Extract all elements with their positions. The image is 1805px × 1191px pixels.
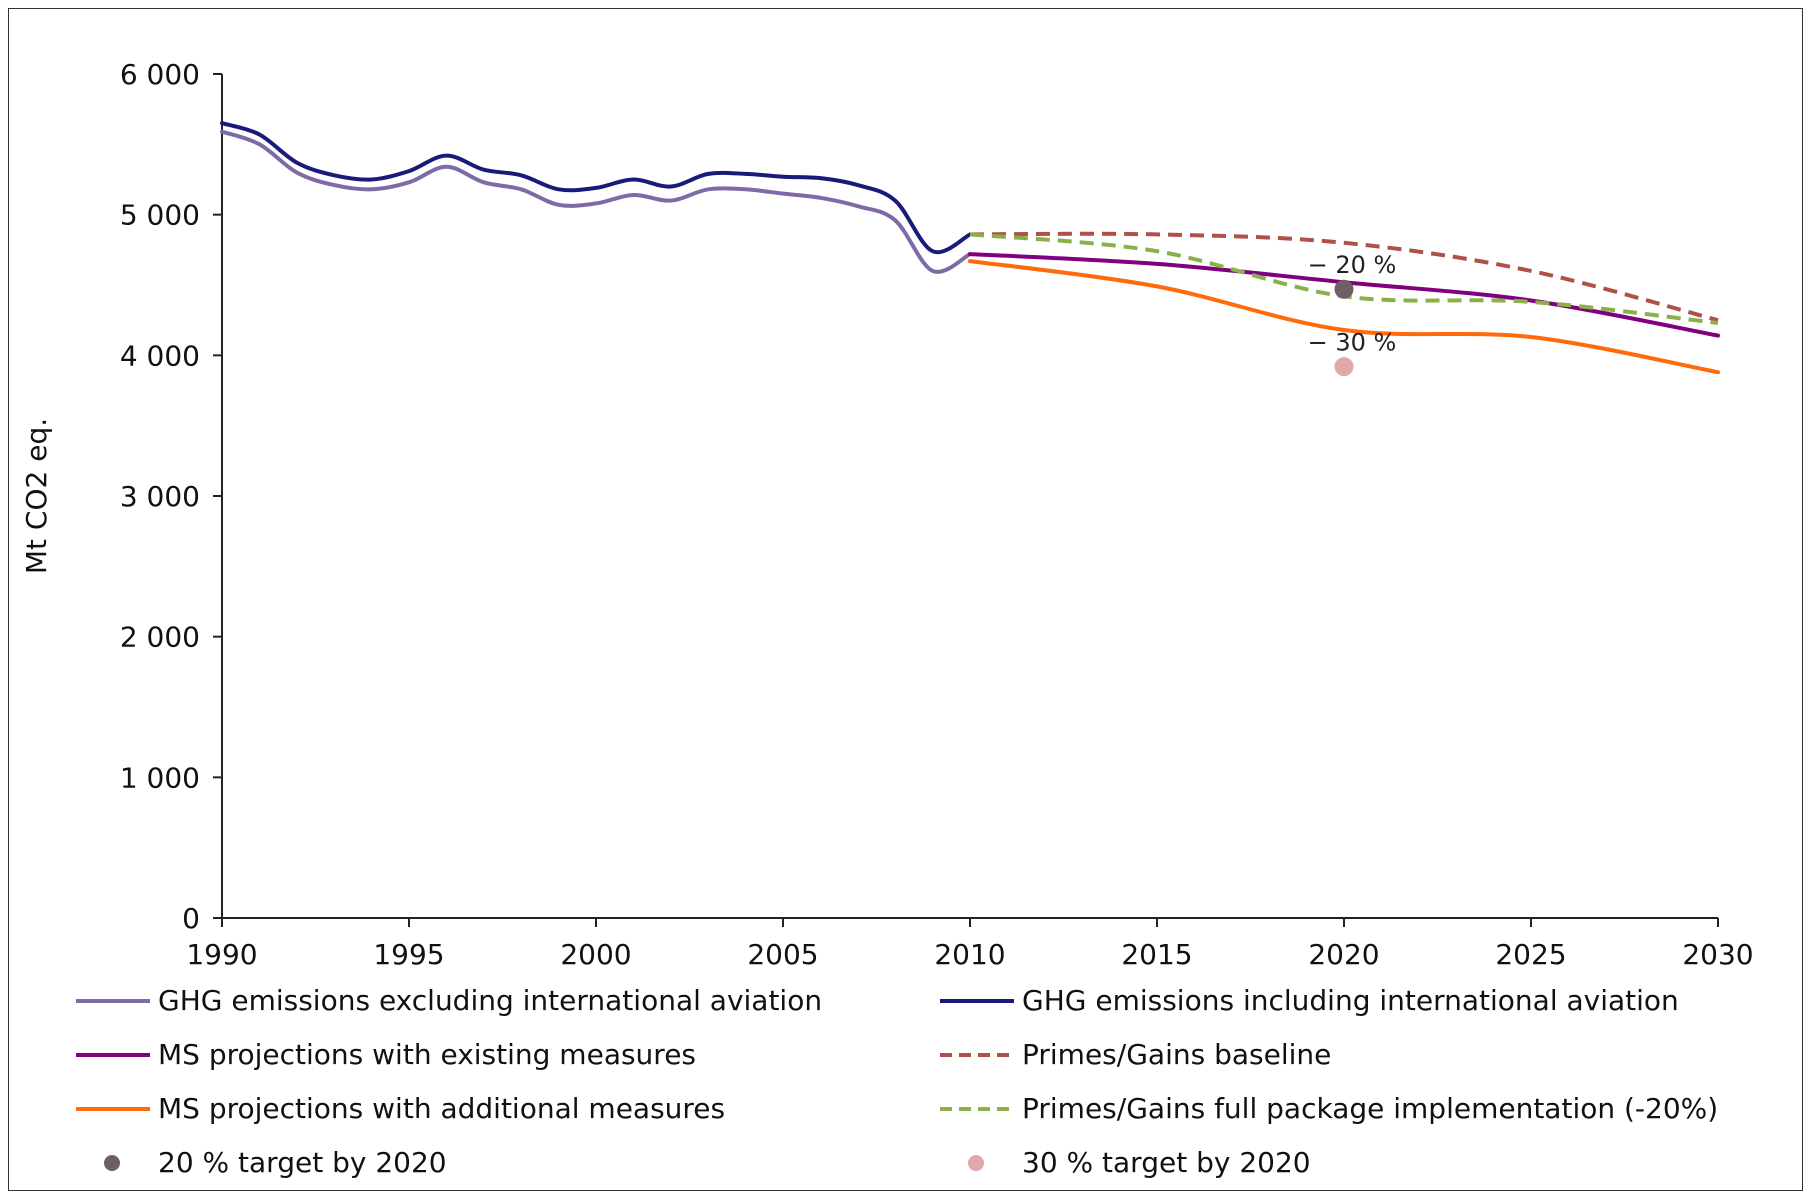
legend-label-0: GHG emissions excluding international av… xyxy=(158,984,822,1017)
x-tick-label: 2010 xyxy=(934,938,1005,971)
y-tick-label: 2 000 xyxy=(120,621,200,654)
x-tick-label: 1990 xyxy=(186,938,257,971)
legend: GHG emissions excluding international av… xyxy=(76,984,1718,1179)
y-tick-label: 3 000 xyxy=(120,480,200,513)
x-tick-label: 2000 xyxy=(560,938,631,971)
series-line-3 xyxy=(969,231,1719,323)
target-point-0 xyxy=(1334,279,1354,299)
series-line-0 xyxy=(220,129,972,274)
legend-label-5: Primes/Gains full package implementation… xyxy=(1022,1092,1718,1125)
series-line-4 xyxy=(968,259,1720,375)
x-tick-label: 2030 xyxy=(1682,938,1753,971)
x-tick-label: 2025 xyxy=(1495,938,1566,971)
y-tick-label: 0 xyxy=(182,902,200,935)
chart-frame xyxy=(8,8,1803,1191)
target-points: − 20 % − 30 % xyxy=(1308,251,1397,377)
y-axis-label: Mt CO2 eq. xyxy=(20,418,53,574)
series-line-1 xyxy=(220,121,972,255)
y-tick-label: 6 000 xyxy=(120,58,200,91)
target-point-label: − 30 % xyxy=(1308,329,1397,357)
legend-label-3: Primes/Gains baseline xyxy=(1022,1038,1331,1071)
x-tick-label: 2015 xyxy=(1121,938,1192,971)
target-point-label: − 20 % xyxy=(1308,251,1397,279)
legend-label-4: MS projections with additional measures xyxy=(158,1092,725,1125)
y-tick-label: 4 000 xyxy=(120,339,200,372)
legend-marker-6 xyxy=(104,1155,120,1171)
y-tick-label: 5 000 xyxy=(120,199,200,232)
legend-label-6: 20 % target by 2020 xyxy=(158,1146,447,1179)
y-tick-label: 1 000 xyxy=(120,761,200,794)
target-point-1 xyxy=(1334,357,1354,377)
series-layer xyxy=(220,121,1720,375)
axes: 0 1 000 2 000 3 000 4 000 5 000 6 000 1990 1995 2… xyxy=(120,58,1754,971)
x-tick-label: 1995 xyxy=(373,938,444,971)
legend-marker-7 xyxy=(968,1155,984,1171)
legend-label-1: GHG emissions including international av… xyxy=(1022,984,1679,1017)
legend-label-7: 30 % target by 2020 xyxy=(1022,1146,1311,1179)
x-tick-label: 2005 xyxy=(747,938,818,971)
x-tick-label: 2020 xyxy=(1308,938,1379,971)
legend-label-2: MS projections with existing measures xyxy=(158,1038,696,1071)
